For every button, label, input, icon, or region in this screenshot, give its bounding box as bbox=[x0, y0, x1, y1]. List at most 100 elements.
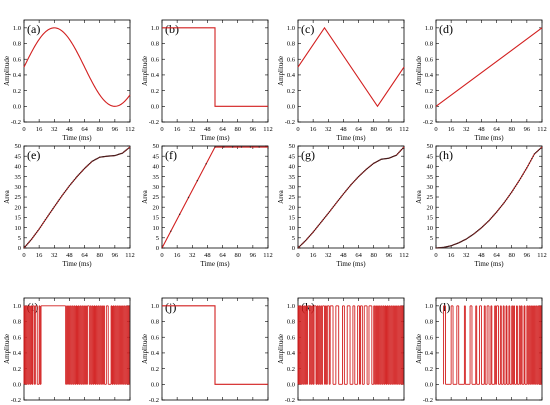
y-tick-label: 40 bbox=[427, 164, 434, 171]
data-point bbox=[471, 234, 474, 236]
x-tick-label: 32 bbox=[189, 252, 196, 259]
y-tick-label: 10 bbox=[427, 225, 434, 232]
data-point bbox=[512, 189, 514, 191]
y-tick-label: 0 bbox=[156, 245, 159, 252]
data-point bbox=[441, 246, 444, 249]
plot-frame bbox=[23, 19, 131, 123]
y-axis-label: Area bbox=[415, 189, 423, 203]
data-point bbox=[437, 247, 440, 249]
x-tick-label: 80 bbox=[370, 252, 377, 259]
y-tick-label: 50 bbox=[153, 143, 160, 150]
plot-frame bbox=[297, 19, 405, 123]
data-point bbox=[326, 214, 328, 216]
data-point bbox=[476, 230, 479, 232]
data-point bbox=[517, 181, 519, 184]
data-point bbox=[120, 152, 122, 155]
data-point bbox=[446, 245, 449, 248]
y-tick-label: 20 bbox=[427, 204, 434, 211]
y-tick-label: 0.4 bbox=[425, 350, 434, 357]
data-point bbox=[124, 150, 126, 152]
data-point bbox=[49, 211, 52, 213]
chart-panel-h: 0 16 32 48 64 80 96 112 0 5 10 15 20 25 30 35 40 45 50 Time… bbox=[415, 143, 547, 268]
x-tick-label: 96 bbox=[250, 252, 257, 259]
x-tick-label: 16 bbox=[448, 126, 455, 133]
data-point bbox=[69, 183, 72, 185]
data-point bbox=[32, 236, 34, 239]
y-tick-label: 0.2 bbox=[425, 88, 433, 95]
y-tick-label: 50 bbox=[289, 143, 296, 150]
x-tick-label: 16 bbox=[174, 252, 181, 259]
data-point bbox=[465, 238, 467, 240]
plot-frame bbox=[161, 145, 269, 249]
x-tick-label: 112 bbox=[263, 126, 273, 133]
data-point bbox=[126, 148, 129, 150]
data-point bbox=[483, 224, 485, 227]
data-point bbox=[91, 160, 93, 162]
data-point bbox=[511, 191, 513, 193]
series-line bbox=[297, 26, 405, 108]
data-point bbox=[391, 156, 394, 158]
data-point bbox=[386, 157, 389, 160]
data-point bbox=[359, 174, 361, 177]
x-axis-label: Time (ms) bbox=[200, 260, 230, 268]
data-point bbox=[497, 209, 499, 212]
y-tick-label: 15 bbox=[153, 215, 160, 222]
y-tick-label: 25 bbox=[289, 194, 296, 201]
data-point bbox=[338, 198, 341, 200]
data-point bbox=[187, 196, 190, 199]
data-point bbox=[301, 243, 303, 246]
y-tick-label: 0.8 bbox=[287, 41, 295, 48]
data-point bbox=[398, 151, 400, 154]
data-point bbox=[66, 188, 68, 190]
data-point bbox=[309, 234, 312, 236]
data-point bbox=[111, 155, 114, 157]
data-point bbox=[479, 228, 481, 230]
data-point bbox=[532, 155, 534, 157]
y-tick-label: 0 bbox=[18, 245, 21, 252]
y-tick-label: 0.2 bbox=[287, 366, 295, 373]
data-point bbox=[385, 157, 388, 160]
data-point bbox=[379, 159, 381, 161]
data-point bbox=[364, 169, 366, 172]
data-point bbox=[68, 185, 71, 187]
x-tick-label: 64 bbox=[219, 252, 226, 259]
y-tick-label: 0.2 bbox=[13, 88, 21, 95]
data-point bbox=[86, 165, 88, 167]
y-tick-label: 0.2 bbox=[425, 366, 433, 373]
x-tick-label: 16 bbox=[310, 252, 317, 259]
data-point bbox=[395, 154, 398, 156]
data-point bbox=[399, 150, 401, 152]
data-point bbox=[470, 234, 473, 237]
data-point bbox=[303, 241, 306, 243]
data-point bbox=[330, 209, 332, 211]
data-point bbox=[384, 158, 386, 160]
y-tick-label: 45 bbox=[427, 153, 434, 160]
series-line bbox=[162, 27, 268, 107]
data-point bbox=[170, 230, 172, 232]
data-point bbox=[47, 215, 49, 217]
x-tick-label: 0 bbox=[22, 126, 25, 133]
y-tick-label: 0.4 bbox=[425, 72, 434, 79]
x-tick-label: 16 bbox=[448, 252, 455, 259]
data-point bbox=[87, 164, 90, 166]
data-point bbox=[461, 240, 464, 242]
x-tick-label: 48 bbox=[340, 126, 347, 133]
data-point bbox=[536, 150, 538, 153]
y-tick-label: 50 bbox=[15, 143, 22, 150]
data-point bbox=[463, 239, 465, 242]
data-point bbox=[52, 207, 54, 210]
x-tick-label: 48 bbox=[66, 252, 73, 259]
y-tick-label: 1.0 bbox=[151, 303, 159, 310]
y-tick-label: 0 bbox=[430, 245, 433, 252]
x-tick-label: 48 bbox=[66, 126, 73, 133]
x-tick-label: 0 bbox=[434, 252, 437, 259]
x-tick-label: 96 bbox=[524, 126, 531, 133]
y-axis-label: Amplitude bbox=[141, 56, 149, 86]
data-point bbox=[343, 191, 346, 194]
chart-panel-i: 0163248648096112-0.20.00.20.40.60.81.0Ti… bbox=[3, 297, 135, 405]
data-point bbox=[466, 237, 469, 239]
data-point bbox=[524, 169, 527, 171]
x-tick-label: 96 bbox=[112, 126, 119, 133]
data-point bbox=[59, 197, 62, 199]
data-point bbox=[318, 223, 321, 225]
